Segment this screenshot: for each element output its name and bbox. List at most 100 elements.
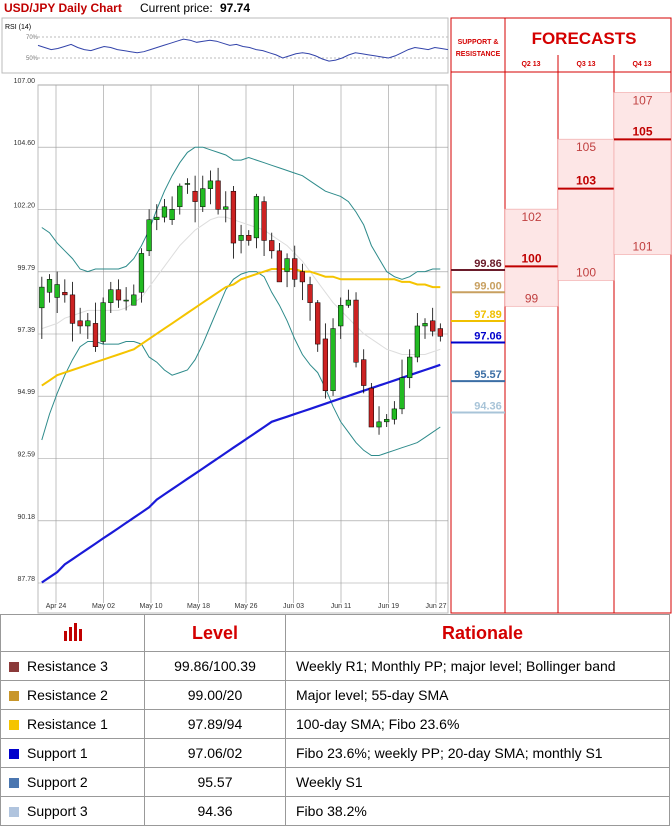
- candle: [345, 299, 351, 306]
- support-resistance-levels: 99.86 99.00 97.89 97.06 95.57 94.36: [451, 258, 505, 414]
- table-row: Resistance 1 97.89/94 100-day SMA; Fibo …: [0, 709, 670, 739]
- candle: [399, 377, 405, 410]
- candle: [230, 190, 237, 244]
- level-label: 97.06: [474, 331, 502, 343]
- candle: [77, 320, 83, 327]
- row-rationale: Fibo 38.2%: [285, 796, 670, 826]
- level-swatch: [9, 720, 19, 731]
- x-tick-label: May 18: [187, 603, 210, 610]
- candle: [161, 206, 168, 218]
- y-tick-label: 104.60: [14, 140, 36, 147]
- candle: [169, 209, 175, 220]
- candle: [39, 286, 45, 309]
- table-row: Support 3 94.36 Fibo 38.2%: [0, 796, 670, 826]
- candle: [138, 253, 145, 293]
- candle: [54, 284, 60, 298]
- forecast-bot-label: 99: [525, 291, 539, 305]
- candle: [192, 190, 198, 202]
- sr-label-1: SUPPORT &: [458, 39, 499, 46]
- row-name: Resistance 1: [27, 716, 108, 732]
- level-label: 95.57: [474, 369, 502, 381]
- y-tick-label: 107.00: [14, 78, 36, 85]
- table-row: Support 1 97.06/02 Fibo 23.6%; weekly PP…: [0, 738, 670, 768]
- forecast-range: [557, 138, 615, 281]
- candle: [215, 180, 221, 210]
- candle: [407, 356, 413, 379]
- row-name: Resistance 2: [27, 687, 108, 703]
- candle: [246, 235, 252, 241]
- forecast-bot-label: 101: [632, 239, 652, 253]
- candle: [414, 325, 420, 358]
- level-label: 99.00: [474, 280, 502, 292]
- candle: [307, 284, 313, 303]
- row-level: 94.36: [144, 796, 286, 826]
- candle: [62, 292, 68, 296]
- table-row: Resistance 3 99.86/100.39 Weekly R1; Mon…: [0, 651, 670, 681]
- header-rationale: Rationale: [285, 614, 670, 652]
- candle: [437, 328, 443, 337]
- candle: [353, 299, 359, 363]
- candle: [338, 304, 344, 327]
- x-tick-label: Jun 27: [425, 603, 446, 610]
- header-level: Level: [144, 614, 286, 652]
- candle: [361, 359, 367, 386]
- row-rationale: Fibo 23.6%; weekly PP; 20-day SMA; month…: [285, 738, 670, 768]
- candle: [276, 250, 283, 283]
- forecast-top-label: 105: [576, 140, 596, 154]
- indicators: [41, 146, 441, 584]
- sma55-line: [41, 268, 441, 387]
- candle: [384, 418, 390, 423]
- candle: [223, 206, 229, 210]
- level-swatch: [9, 778, 19, 789]
- forecast-range: [613, 92, 672, 255]
- current-price: 97.74: [220, 1, 251, 15]
- forecast-mid-label: 103: [576, 174, 596, 188]
- chart-header: USD/JPY Daily Chart Current price: 97.74: [0, 0, 450, 18]
- x-tick-label: May 10: [140, 603, 163, 610]
- y-tick-label: 102.20: [14, 202, 36, 209]
- x-tick-label: Jun 19: [378, 603, 399, 610]
- level-swatch: [9, 807, 19, 818]
- candle: [85, 320, 91, 327]
- row-level: 99.00/20: [144, 680, 286, 710]
- x-tick-label: May 26: [235, 603, 258, 610]
- candle: [115, 289, 122, 301]
- row-rationale: Weekly R1; Monthly PP; major level; Boll…: [285, 651, 670, 681]
- forecast-range: [504, 208, 559, 307]
- candle: [330, 328, 336, 391]
- level-swatch: [9, 691, 19, 702]
- table-row: Support 2 95.57 Weekly S1: [0, 767, 670, 797]
- candle: [391, 408, 397, 420]
- candle: [253, 196, 260, 239]
- y-tick-label: 94.99: [17, 389, 35, 396]
- candle: [299, 271, 306, 283]
- level-label: 97.89: [474, 309, 502, 321]
- rsi-panel: [1, 17, 449, 74]
- table-row: Resistance 2 99.00/20 Major level; 55-da…: [0, 680, 670, 710]
- candle: [207, 180, 214, 189]
- x-tick-label: Jun 03: [283, 603, 304, 610]
- row-name: Support 2: [27, 774, 88, 790]
- rsi-label: RSI (14): [5, 24, 31, 31]
- level-label: 99.86: [474, 258, 502, 270]
- candle: [322, 338, 329, 391]
- x-tick-label: May 02: [92, 603, 115, 610]
- x-axis: Apr 24 May 02 May 10 May 18 May 26 Jun 03 Jun …: [46, 603, 447, 610]
- forecast-top-label: 107: [632, 94, 652, 108]
- candles: [39, 167, 443, 435]
- row-level: 95.57: [144, 767, 286, 797]
- candle: [46, 279, 53, 293]
- row-level: 97.89/94: [144, 709, 286, 739]
- bollinger-mid: [41, 216, 441, 355]
- row-rationale: Major level; 55-day SMA: [285, 680, 670, 710]
- row-name: Support 1: [27, 745, 88, 761]
- candle: [261, 201, 267, 241]
- sma200-line: [41, 363, 441, 584]
- x-tick-label: Apr 24: [46, 603, 67, 610]
- candle: [200, 188, 206, 208]
- candle: [108, 289, 114, 303]
- candle: [146, 219, 152, 252]
- candle: [154, 216, 160, 220]
- candle: [284, 258, 290, 272]
- levels-table: Level Rationale Resistance 3 99.86/100.3…: [0, 614, 670, 826]
